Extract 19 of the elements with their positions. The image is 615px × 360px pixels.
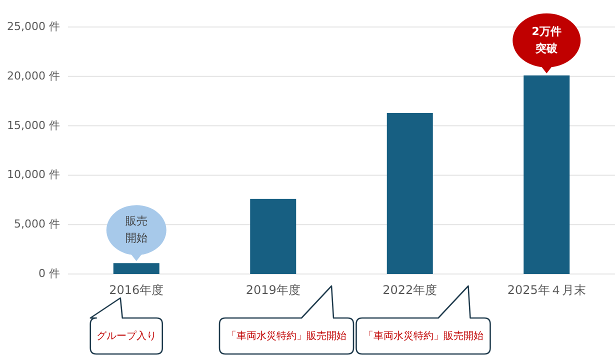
x-tick-label: 2019年度	[246, 283, 300, 297]
text: 「車両水災特約」販売開始	[363, 330, 484, 342]
bar	[386, 112, 433, 274]
y-tick-label: 5,000 件	[14, 218, 60, 231]
x-tick-label: 2022年度	[382, 283, 438, 297]
bar	[113, 263, 160, 274]
x-tick-label: 2016年度	[109, 283, 164, 297]
annotation: 販売開始	[125, 214, 148, 245]
text: グループ入り	[96, 330, 156, 342]
y-tick-label: 20,000 件	[7, 69, 60, 82]
y-tick-label: 25,000 件	[7, 20, 60, 34]
y-tick-label: 15,000 件	[7, 118, 60, 132]
y-tick-label: 0 件	[38, 267, 60, 280]
x-tick-label: 2025年４月末	[507, 283, 586, 297]
bar	[250, 198, 296, 274]
annotation: 2万件突破	[532, 24, 562, 55]
y-tick-label: 10,000 件	[7, 168, 60, 182]
text: 「車両水災特約」販売開始	[226, 330, 346, 342]
bar	[524, 75, 570, 274]
